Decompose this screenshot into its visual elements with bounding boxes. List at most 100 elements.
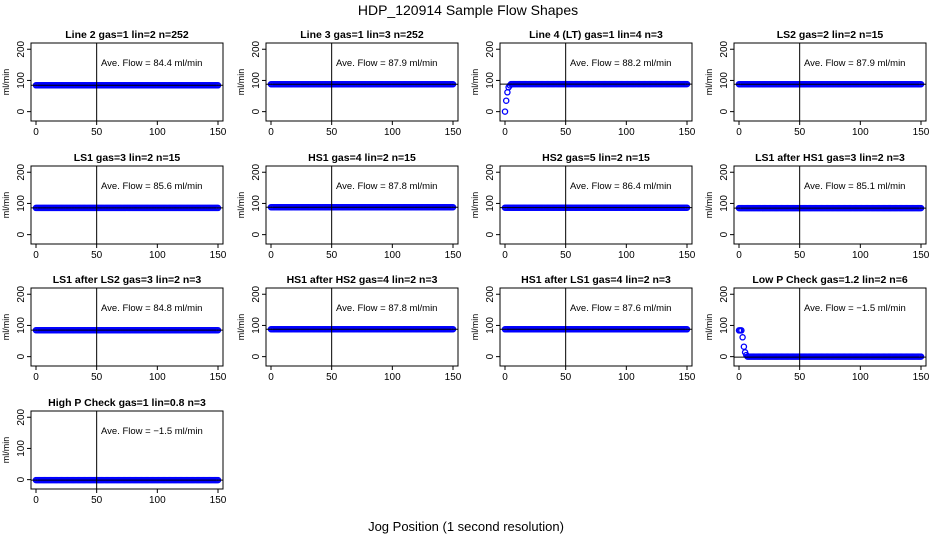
plot-frame [30,42,224,122]
average-flow-annotation: Ave. Flow = 87.8 ml/min [336,181,437,192]
x-tick-label: 150 [210,250,227,261]
y-tick-label: 0 [485,108,496,114]
y-tick-label: 200 [251,40,262,57]
plot-frame [499,42,693,122]
plot-frame [733,287,927,367]
panel-title: High P Check gas=1 lin=0.8 n=3 [48,397,206,409]
panel-title: LS1 gas=3 lin=2 n=15 [74,152,181,164]
y-tick-label: 0 [16,108,27,114]
panel-8: LS1 after HS1 gas=3 lin=2 n=3 ml/min Ave. … [704,152,930,261]
y-tick-label: 200 [251,163,262,180]
y-tick-label: 100 [719,72,730,89]
x-tick-label: 100 [384,250,401,261]
panel-2: Line 3 gas=1 lin=3 n=252 ml/min Ave. Flow … [236,29,462,138]
x-tick-label: 100 [384,372,401,383]
x-tick-label: 150 [445,372,462,383]
y-axis-label: ml/min [236,69,246,96]
x-tick-label: 50 [794,127,806,138]
y-tick-label: 100 [485,195,496,212]
y-tick-label: 0 [16,476,27,482]
plot-frame [265,287,459,367]
panel-3: Line 4 (LT) gas=1 lin=4 n=3 ml/min Ave. Fl… [470,29,696,138]
panel-4: LS2 gas=2 lin=2 n=15 ml/min Ave. Flow = 87… [704,29,930,138]
y-tick-label: 0 [485,231,496,237]
y-tick-label: 200 [485,40,496,57]
y-tick-label: 0 [719,353,730,359]
y-tick-label: 100 [16,317,27,334]
y-axis-label: ml/min [470,69,480,96]
y-tick-label: 200 [719,163,730,180]
x-tick-label: 100 [149,250,166,261]
x-tick-label: 50 [794,250,806,261]
x-tick-label: 150 [210,127,227,138]
x-tick-label: 100 [618,127,635,138]
y-axis-label: ml/min [236,314,246,341]
average-flow-annotation: Ave. Flow = −1.5 ml/min [804,303,906,314]
average-flow-annotation: Ave. Flow = 87.9 ml/min [804,58,905,69]
x-tick-label: 0 [33,127,39,138]
y-tick-label: 100 [16,440,27,457]
data-point [740,343,748,350]
average-flow-annotation: Ave. Flow = 84.4 ml/min [101,58,202,69]
panel-7: HS2 gas=5 lin=2 n=15 ml/min Ave. Flow = 86… [470,152,696,261]
panel-12: Low P Check gas=1.2 lin=2 n=6 ml/min Ave. … [704,274,930,383]
x-tick-label: 150 [679,372,696,383]
x-tick-label: 100 [852,372,869,383]
panel-title: LS1 after LS2 gas=3 lin=2 n=3 [53,274,202,286]
x-tick-label: 0 [736,372,742,383]
plot-frame [265,165,459,245]
average-flow-annotation: Ave. Flow = 84.8 ml/min [101,303,202,314]
x-tick-label: 50 [794,372,806,383]
panel-title: Line 3 gas=1 lin=3 n=252 [300,29,424,41]
data-points [501,80,691,115]
x-tick-label: 100 [149,127,166,138]
x-tick-label: 150 [445,127,462,138]
y-axis-label: ml/min [1,437,11,464]
x-tick-label: 150 [913,372,930,383]
average-flow-annotation: Ave. Flow = 87.8 ml/min [336,303,437,314]
average-flow-annotation: Ave. Flow = 86.4 ml/min [570,181,671,192]
y-tick-label: 100 [16,72,27,89]
data-point [501,108,509,115]
plot-frame [499,165,693,245]
x-tick-label: 50 [91,372,103,383]
y-axis-label: ml/min [470,192,480,219]
y-tick-label: 200 [719,40,730,57]
panel-10: HS1 after HS2 gas=4 lin=2 n=3 ml/min Ave. … [236,274,462,383]
y-tick-label: 200 [16,40,27,57]
y-axis-label: ml/min [704,314,714,341]
panel-title: HS1 after LS1 gas=4 lin=2 n=3 [521,274,671,286]
x-tick-label: 150 [913,250,930,261]
y-tick-label: 0 [16,353,27,359]
y-tick-label: 0 [719,108,730,114]
data-point [739,334,746,341]
x-tick-label: 100 [149,372,166,383]
x-tick-label: 0 [268,372,274,383]
y-tick-label: 0 [16,231,27,237]
x-tick-label: 50 [560,372,572,383]
x-tick-label: 100 [852,250,869,261]
x-tick-label: 50 [91,127,103,138]
panel-5: LS1 gas=3 lin=2 n=15 ml/min Ave. Flow = 85… [1,152,227,261]
panel-title: HS1 gas=4 lin=2 n=15 [308,152,416,164]
plot-frame [733,42,927,122]
x-tick-label: 150 [679,250,696,261]
x-tick-label: 0 [268,127,274,138]
panel-title: Low P Check gas=1.2 lin=2 n=6 [752,274,907,286]
x-tick-label: 50 [560,127,572,138]
y-tick-label: 100 [485,317,496,334]
y-tick-label: 100 [719,317,730,334]
average-flow-annotation: Ave. Flow = 87.6 ml/min [570,303,671,314]
y-axis-label: ml/min [704,192,714,219]
y-tick-label: 100 [251,195,262,212]
panel-title: LS1 after HS1 gas=3 lin=2 n=3 [755,152,905,164]
panel-9: LS1 after LS2 gas=3 lin=2 n=3 ml/min Ave. … [1,274,227,383]
panel-6: HS1 gas=4 lin=2 n=15 ml/min Ave. Flow = 87… [236,152,462,261]
x-tick-label: 150 [210,372,227,383]
y-tick-label: 200 [16,285,27,302]
x-tick-label: 100 [384,127,401,138]
data-point [502,97,510,104]
figure-title: HDP_120914 Sample Flow Shapes [358,2,578,18]
x-tick-label: 50 [326,127,338,138]
